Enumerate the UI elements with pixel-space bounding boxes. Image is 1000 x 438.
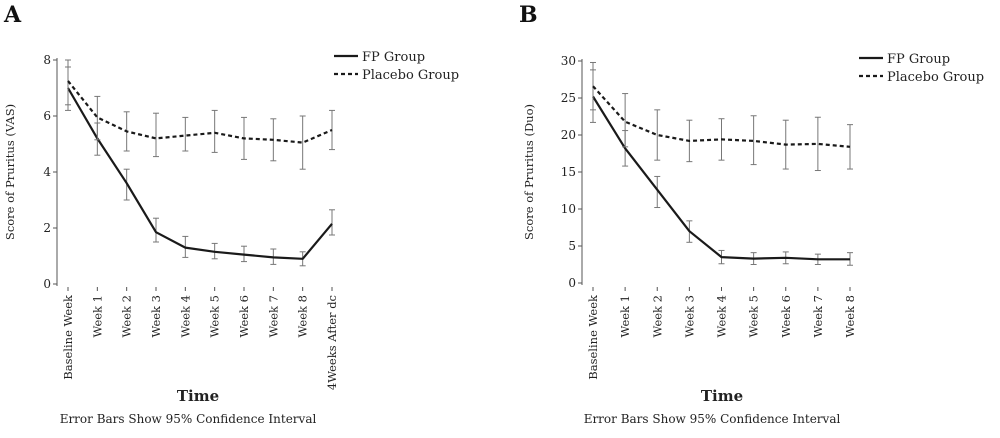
chart-a-x-tick-label: Week 8 bbox=[296, 295, 310, 337]
chart-b-x-tick-label: Week 7 bbox=[811, 295, 825, 337]
chart-a-x-tick-label: Week 3 bbox=[149, 295, 163, 337]
chart-a-x-tick-label: Week 1 bbox=[90, 295, 104, 337]
chart-a-x-tick-label: Baseline Week bbox=[61, 294, 75, 380]
chart-b-fp-series-line bbox=[592, 95, 850, 261]
chart-a-placebo-series-line bbox=[67, 80, 333, 144]
chart-a-y-axis-title: Score of Pruritus (VAS) bbox=[3, 104, 17, 240]
chart-b-x-tick-label: Baseline Week bbox=[586, 294, 600, 380]
chart-b-legend-label-fp: FP Group bbox=[887, 52, 950, 67]
chart-b-y-tick-label: 10 bbox=[561, 202, 576, 216]
chart-b-y-tick-label: 5 bbox=[568, 239, 576, 253]
chart-b-y-tick-label: 30 bbox=[561, 54, 576, 68]
chart-a-y-tick-label: 6 bbox=[43, 109, 51, 123]
chart-a-x-axis-title: Time bbox=[177, 387, 219, 405]
chart-b-legend-label-placebo: Placebo Group bbox=[887, 70, 984, 85]
chart-a-y-tick-label: 8 bbox=[43, 53, 51, 67]
chart-a-y-tick-label: 2 bbox=[43, 221, 51, 235]
chart-b-x-tick-label: Week 8 bbox=[843, 295, 857, 337]
panel-a-label: A bbox=[4, 2, 22, 28]
chart-b-x-tick-label: Week 5 bbox=[747, 295, 761, 337]
chart-a-x-tick-label: Week 5 bbox=[208, 295, 222, 337]
chart-b-x-tick-label: Week 1 bbox=[618, 295, 632, 337]
chart-b-x-tick-label: Week 3 bbox=[682, 295, 696, 337]
chart-a-caption: Error Bars Show 95% Confidence Interval bbox=[60, 412, 317, 426]
panel-b-label: B bbox=[519, 2, 538, 28]
chart-b-caption: Error Bars Show 95% Confidence Interval bbox=[584, 412, 841, 426]
chart-b-x-axis-title: Time bbox=[701, 387, 743, 405]
chart-b-y-axis-title: Score of Pruritus (Duo) bbox=[522, 104, 536, 240]
chart-a: 0 2 4 6 8 Score of Pruritus (VAS) Baseline Wee… bbox=[3, 50, 459, 426]
chart-b-placebo-series-line bbox=[592, 85, 851, 148]
chart-a-fp-series-line bbox=[67, 87, 333, 260]
chart-a-x-tick-label: Week 4 bbox=[178, 295, 192, 337]
chart-b-x-tick-label: Week 2 bbox=[650, 295, 664, 337]
chart-a-legend-label-placebo: Placebo Group bbox=[362, 68, 459, 83]
chart-a-x-tick-label: 4Weeks After dc bbox=[325, 295, 339, 390]
chart-a-x-tick-label: Week 2 bbox=[120, 295, 134, 337]
chart-b-x-tick-label: Week 6 bbox=[779, 295, 793, 337]
chart-a-y-tick-label: 4 bbox=[43, 165, 51, 179]
chart-a-legend-label-fp: FP Group bbox=[362, 50, 425, 65]
chart-a-y-tick-label: 0 bbox=[43, 277, 51, 291]
chart-a-x-tick-label: Week 6 bbox=[237, 295, 251, 337]
chart-b: 0 5 10 15 20 25 30 Score of Pruritus (Duo) Basel… bbox=[522, 52, 984, 426]
chart-a-x-tick-label: Week 7 bbox=[266, 295, 280, 337]
chart-b-y-tick-label: 15 bbox=[561, 165, 576, 179]
chart-b-y-tick-label: 0 bbox=[568, 276, 576, 290]
chart-b-x-tick-label: Week 4 bbox=[715, 295, 729, 337]
chart-b-y-tick-label: 20 bbox=[561, 128, 576, 142]
chart-b-y-tick-label: 25 bbox=[561, 91, 576, 105]
